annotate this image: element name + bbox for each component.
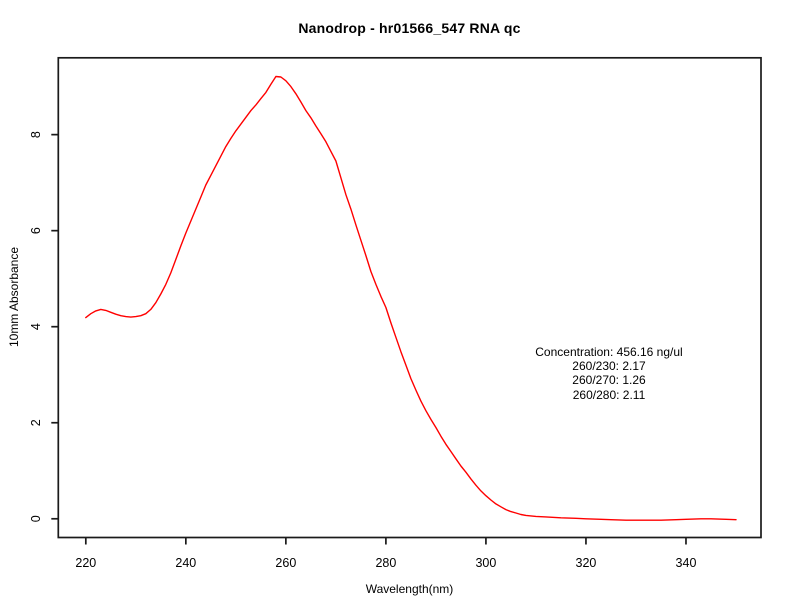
y-tick-label: 4 (29, 323, 43, 330)
y-tick-label: 8 (29, 131, 43, 138)
x-tick-label: 240 (175, 556, 196, 570)
x-tick-label: 280 (375, 556, 396, 570)
annotation-260-270: 260/270: 1.26 (572, 373, 646, 388)
x-tick-label: 220 (75, 556, 96, 570)
y-tick-label: 6 (29, 227, 43, 234)
annotation-260-230: 260/230: 2.17 (572, 359, 646, 374)
y-tick-label: 0 (29, 515, 43, 522)
x-tick-label: 300 (475, 556, 496, 570)
x-tick-label: 320 (576, 556, 597, 570)
annotation-260-280: 260/280: 2.11 (572, 387, 646, 402)
y-axis-label: 10mm Absorbance (7, 246, 21, 348)
qc-annotation: Concentration: 456.16 ng/ul 260/230: 2.1… (473, 345, 745, 402)
absorbance-curve (85, 75, 737, 521)
annotation-concentration: Concentration: 456.16 ng/ul (535, 345, 683, 359)
x-tick-label: 340 (676, 556, 697, 570)
plot-box (57, 56, 762, 539)
chart-title: Nanodrop - hr01566_547 RNA qc (298, 20, 521, 36)
x-axis-label: Wavelength(nm) (365, 582, 454, 596)
x-tick-label: 260 (275, 556, 296, 570)
y-tick-label: 2 (29, 419, 43, 426)
